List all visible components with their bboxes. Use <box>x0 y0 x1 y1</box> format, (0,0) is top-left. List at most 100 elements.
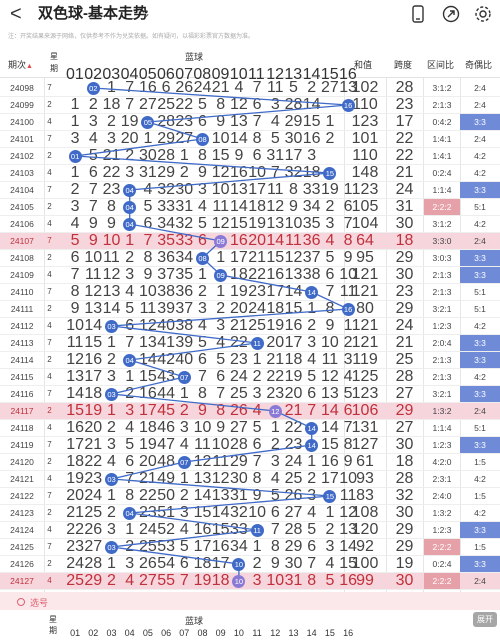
table-row[interactable]: 24101 7 3 4 3 20 1 29 27 10 14 8 5 30 16 2 101 22 1:4:1 2:4 <box>0 131 500 147</box>
miss-count-cell: 4 <box>88 130 98 147</box>
miss-count-cell: 2 <box>107 572 116 589</box>
blue-ball[interactable]: 11 <box>250 336 264 350</box>
blue-ball[interactable]: 04 <box>123 506 137 520</box>
expand-button[interactable]: 展开 <box>473 612 497 627</box>
table-row[interactable]: 24112 4 10 14 6 12 40 38 4 3 21 25 19 16 2 9 1 121 24 1:2:3… <box>0 318 500 334</box>
page-title[interactable]: 双色球-基本走势 <box>38 5 148 22</box>
sum-cell: 121 <box>351 317 379 334</box>
table-row[interactable]: 24109 4 7 11 12 3 9 37 35 1 18 22 16 13 38 6 10 121 30 2:1:… <box>0 267 500 283</box>
miss-count-cell: 3 <box>107 130 116 147</box>
table-row[interactable]: 24105 2 3 7 8 5 33 31 4 11 14 18 12 9 34 2 6 105 31 2:2:2 5:… <box>0 199 500 215</box>
table-row[interactable]: 24108 2 6 10 11 2 8 36 34 1 17 21 15 12 37 5 9 95 29 3:0:3 3… <box>0 250 500 266</box>
table-row[interactable]: 24117 2 15 19 1 3 17 45 2 9 8 26 4 21 7 14 6 106 29 1:3:2 2:… <box>0 403 500 419</box>
blue-ball[interactable]: 14 <box>305 421 319 435</box>
back-button[interactable]: < <box>10 3 22 25</box>
table-row[interactable]: 24106 4 4 9 9 6 34 32 5 12 15 19 13 10 35 3 7 104 30 3:1:2 4… <box>0 216 500 232</box>
blue-ball[interactable]: 09 <box>214 234 228 248</box>
miss-count-cell: 4 <box>252 402 262 419</box>
table-row[interactable]: 24127 4 25 29 2 4 27 55 7 19 18 3 10 31 8 5 16 99 30 2:2:2 2… <box>0 573 500 589</box>
miss-count-cell: 37 <box>175 300 194 317</box>
star-cell: 2 <box>47 457 52 466</box>
table-row[interactable]: 24120 2 18 22 4 6 20 48 12 11 29 7 3 24 1 16 9 61 18 4:2:0 1… <box>0 454 500 470</box>
sum-cell: 120 <box>351 521 379 538</box>
issue-cell: 24110 <box>10 287 34 297</box>
miss-count-cell: 3 <box>125 164 135 181</box>
blue-ball[interactable]: 10 <box>232 557 246 571</box>
table-row[interactable]: 24107 7 5 9 10 1 7 35 33 6 16 20 14 11 36 4 8 64 18 3:3:0 2:… <box>0 233 500 249</box>
odd-even-cell: 1:5 <box>474 491 486 501</box>
miss-count-cell: 11 <box>321 351 339 368</box>
sort-icon[interactable]: ▲ <box>26 63 33 70</box>
table-row[interactable]: 24100 4 1 3 2 19 28 23 6 9 13 7 4 29 15 1 123 17 0:4:2 3:3 <box>0 114 500 130</box>
blue-ball[interactable]: 08 <box>196 251 209 265</box>
table-row[interactable]: 24104 7 2 7 23 4 32 30 3 10 13 17 11 8 33 19 1 123 24 1:1:4… <box>0 182 500 198</box>
blue-ball[interactable]: 02 <box>86 81 100 95</box>
blue-ball[interactable]: 14 <box>305 285 319 299</box>
blue-ball[interactable]: 07 <box>177 455 191 469</box>
table-row[interactable]: 24122 7 20 24 1 8 22 50 2 14 13 31 9 5 26 3 11 83 32 2:4:0 1… <box>0 488 500 504</box>
miss-count-cell: 15 <box>193 504 212 521</box>
blue-ball[interactable]: 01 <box>68 149 82 163</box>
blue-ball[interactable]: 03 <box>105 472 118 486</box>
table-row[interactable]: 24118 4 16 20 2 4 18 46 3 10 9 27 5 1 22 14 7 131 27 1:1:4 5… <box>0 420 500 436</box>
miss-count-cell: 3 <box>198 181 207 198</box>
miss-count-cell: 20 <box>229 300 248 317</box>
table-row[interactable]: 24099 2 1 2 18 7 27 25 22 5 8 12 6 3 28 14 110 23 2:1:3 2:4 <box>0 97 500 113</box>
table-row[interactable]: 24119 7 17 21 3 5 19 47 4 11 10 28 6 2 23 15 8 127 30 1:2:3… <box>0 437 500 453</box>
blue-ball[interactable]: 15 <box>323 166 337 180</box>
miss-count-cell: 1 <box>125 368 135 385</box>
share-icon[interactable] <box>441 4 461 24</box>
blue-ball[interactable]: 03 <box>105 540 118 554</box>
blue-ball[interactable]: 14 <box>305 438 319 452</box>
miss-count-cell: 14 <box>320 419 339 436</box>
table-row[interactable]: 24125 7 23 27 2 25 53 5 17 16 34 1 8 29 6 3 14 92 29 2:2:2 1… <box>0 539 500 555</box>
phone-icon[interactable] <box>408 4 428 24</box>
blue-ball[interactable]: 12 <box>268 404 282 418</box>
miss-count-cell: 10 <box>138 283 157 300</box>
table-row[interactable]: 24111 2 9 13 14 5 11 39 37 3 2 20 24 18 15 1 8 80 29 3:2:1 5… <box>0 301 500 317</box>
table-row[interactable]: 24123 2 21 25 2 23 51 3 15 14 32 10 6 27 4 1 12 108 30 1:3:… <box>0 505 500 521</box>
miss-count-cell: 42 <box>157 351 175 368</box>
miss-count-cell: 7 <box>216 385 226 402</box>
issue-header[interactable]: 期次▲ <box>8 58 33 71</box>
miss-count-cell: 23 <box>102 181 121 198</box>
miss-count-cell: 24 <box>229 368 248 385</box>
miss-count-cell: 1 <box>216 249 226 266</box>
table-row[interactable]: 24126 2 24 28 1 3 26 54 6 18 17 2 9 30 7 4 15 100 19 0:2:4 3… <box>0 556 500 572</box>
blue-ball[interactable]: 04 <box>123 353 137 367</box>
table-row[interactable]: 24121 4 19 23 7 21 49 1 13 12 30 8 4 25 2 17 10 93 28 2:3:1… <box>0 471 500 487</box>
table-row[interactable]: 24110 7 8 12 13 4 10 38 36 2 1 19 23 17 14 7 11 121 23 2:1:… <box>0 284 500 300</box>
table-row[interactable]: 24115 4 13 17 3 1 15 43 7 6 24 2 22 19 5 12 4 125 28 2:1:3 4… <box>0 369 500 385</box>
select-circle-icon[interactable] <box>17 598 25 606</box>
miss-count-cell: 47 <box>157 436 175 453</box>
blue-ball[interactable]: 11 <box>250 523 264 537</box>
blue-ball[interactable]: 04 <box>123 217 137 231</box>
miss-count-cell: 27 <box>138 96 157 113</box>
table-row[interactable]: 24116 7 14 18 2 16 44 1 8 7 25 3 23 20 6 13 5 123 27 3:2:1 3… <box>0 386 500 402</box>
blue-ball[interactable]: 03 <box>105 387 118 401</box>
table-row[interactable]: 24114 2 12 16 2 14 42 40 6 5 23 1 21 18 4 11 3 119 25 2:1:3… <box>0 352 500 368</box>
table-row[interactable]: 24103 4 1 6 22 3 31 29 2 9 12 16 10 7 32 18 148 21 0:2:4 4:… <box>0 165 500 181</box>
miss-count-cell: 39 <box>157 300 175 317</box>
miss-count-cell: 5 <box>216 351 226 368</box>
blue-number-header: 01 <box>66 66 84 83</box>
chevron-down-icon[interactable]: ⌄ <box>141 6 152 20</box>
blue-ball[interactable]: 08 <box>196 132 209 146</box>
blue-ball[interactable]: 04 <box>123 200 137 214</box>
settings-icon[interactable] <box>473 4 493 24</box>
miss-count-cell: 17 <box>229 249 248 266</box>
blue-ball[interactable]: 03 <box>105 319 118 333</box>
select-row[interactable] <box>0 592 500 610</box>
blue-ball[interactable]: 10 <box>232 574 246 588</box>
blue-ball[interactable]: 09 <box>214 268 228 282</box>
blue-ball[interactable]: 07 <box>177 370 191 384</box>
miss-count-cell: 2 <box>125 385 135 402</box>
blue-ball[interactable]: 15 <box>323 489 337 503</box>
blue-ball[interactable]: 16 <box>341 302 355 316</box>
select-label[interactable]: 选号 <box>30 598 49 608</box>
sum-cell: 61 <box>356 453 374 470</box>
blue-ball[interactable]: 05 <box>141 115 155 129</box>
blue-ball[interactable]: 04 <box>123 183 137 197</box>
odd-even-cell: 2:4 <box>474 83 486 93</box>
blue-ball[interactable]: 16 <box>341 98 355 112</box>
